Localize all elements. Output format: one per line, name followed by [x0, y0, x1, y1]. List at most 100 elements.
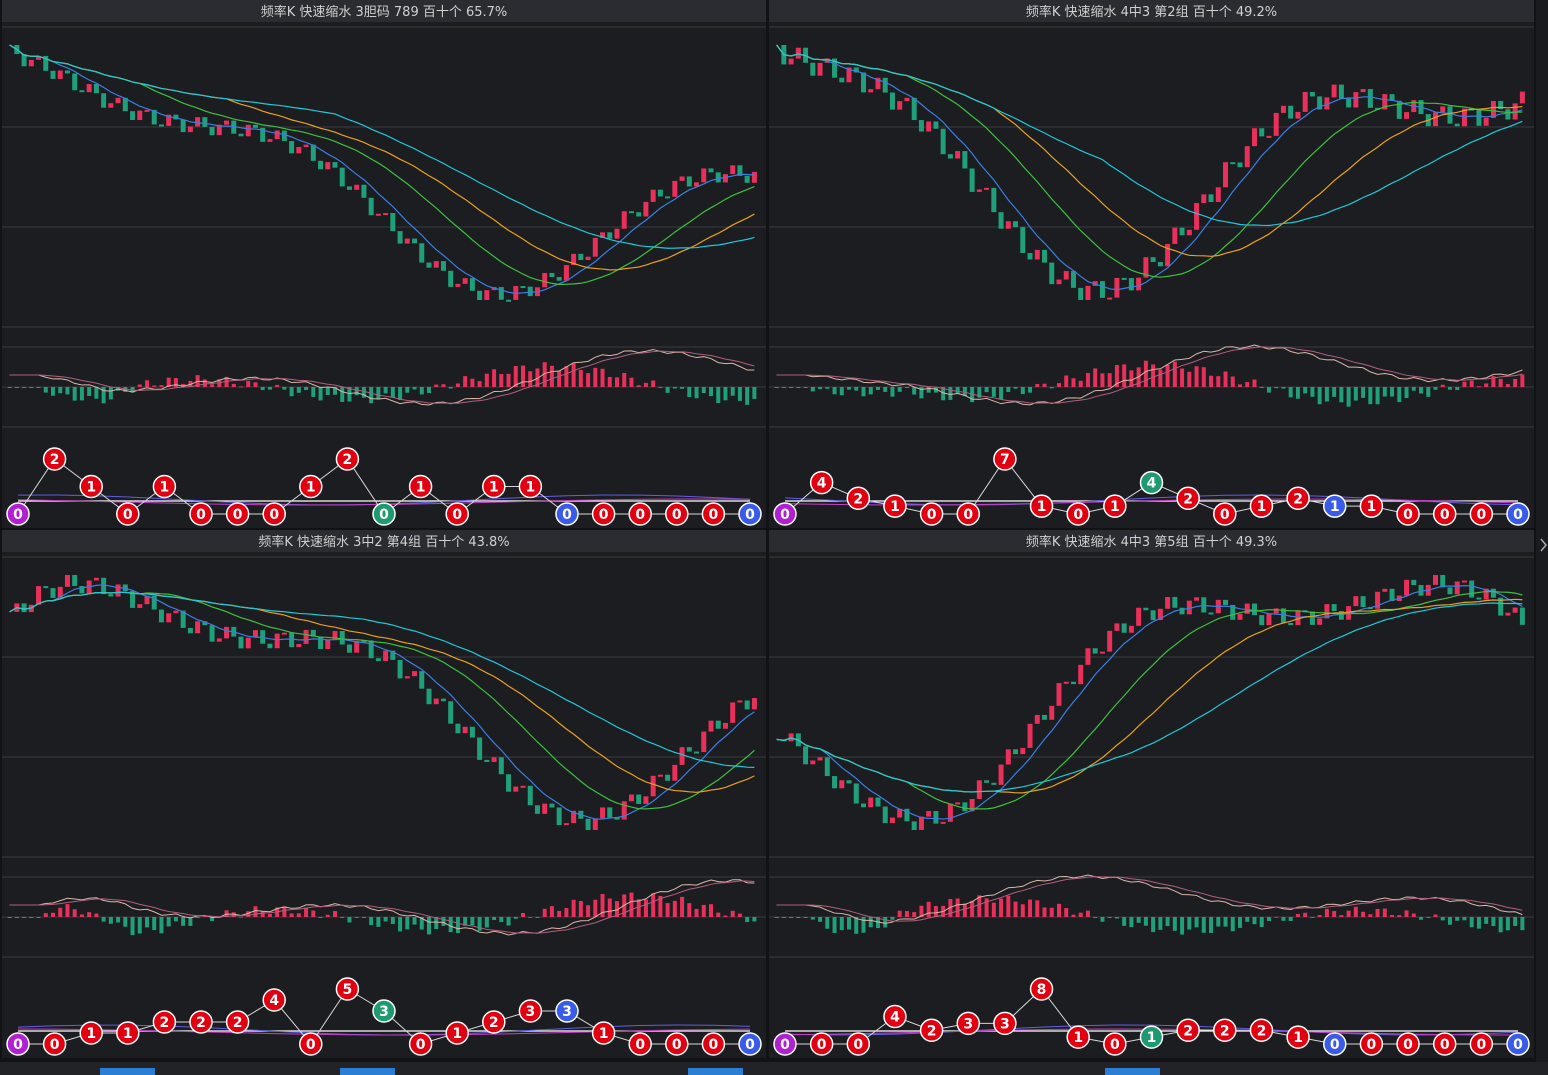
candle: [889, 817, 895, 824]
candle: [274, 633, 280, 649]
ball: [1359, 494, 1384, 518]
macd-bar: [796, 917, 801, 918]
macd-bar: [868, 387, 873, 395]
macd-bar: [1447, 917, 1452, 925]
candle: [412, 671, 418, 677]
title-bar: [2, 530, 766, 552]
macd-bar: [87, 387, 92, 396]
candle: [976, 189, 982, 192]
macd-bar: [818, 387, 823, 390]
macd-bar: [1209, 375, 1214, 387]
macd-bar: [1172, 361, 1177, 387]
candle: [1027, 723, 1033, 748]
macd-bar: [506, 373, 511, 387]
macd-bar: [1390, 914, 1395, 917]
macd-bar: [484, 917, 489, 928]
candle: [1114, 623, 1120, 631]
ball: [408, 1032, 433, 1056]
macd-bar: [1129, 917, 1134, 928]
ball: [116, 502, 140, 526]
macd-bar: [441, 917, 446, 927]
candle: [1309, 611, 1315, 625]
candle: [361, 184, 367, 198]
candle: [1223, 599, 1229, 605]
ball-label: 0: [745, 507, 755, 523]
macd-bar: [1353, 906, 1358, 917]
candle: [245, 637, 251, 649]
chart-panel: 频率K 快速缩水 4中3 第2组 百十个 49.2% 0 4 2 1 0 0 7 1 0 1 4 2 0 1…: [769, 0, 1534, 528]
candle: [911, 821, 917, 830]
candle: [1143, 257, 1149, 278]
macd-bar: [188, 917, 193, 926]
macd-bar: [1469, 380, 1474, 387]
macd-bar: [1404, 910, 1409, 917]
macd-bar: [847, 387, 852, 390]
ball: [1103, 1032, 1127, 1056]
macd-bar: [1295, 913, 1300, 917]
macd-bar: [737, 387, 742, 401]
candle: [1223, 162, 1229, 188]
ball-label: 0: [562, 507, 572, 523]
macd-bar: [499, 374, 504, 387]
ball: [262, 502, 286, 526]
candle: [332, 162, 338, 168]
ball-label: 1: [489, 480, 499, 496]
ball: [518, 474, 543, 499]
candle: [962, 151, 968, 169]
candle: [868, 797, 874, 808]
candle: [36, 586, 42, 605]
macd-bar: [289, 913, 294, 917]
ball-label: 4: [269, 993, 279, 1009]
macd-bar: [1353, 387, 1358, 401]
ball-label: 1: [599, 1026, 609, 1042]
chart-panel: 频率K 快速缩水 3胆码 789 百十个 65.7% 0 2 1 0 1 0 0 0 1 2 0 1 0 1…: [2, 0, 766, 528]
macd-bar: [1216, 917, 1221, 927]
tab[interactable]: [100, 1068, 155, 1075]
chart-panel: 频率K 快速缩水 4中3 第5组 百十个 49.3% 0 0 0 4 2 3 3 8 1 0 1 2 2 2…: [769, 530, 1534, 1058]
macd-bar: [166, 917, 171, 927]
macd-bar: [1484, 917, 1489, 924]
candle: [1114, 277, 1120, 298]
expand-arrow[interactable]: [1540, 538, 1547, 552]
macd-bar: [1013, 901, 1018, 917]
candle: [853, 67, 859, 73]
macd-bar: [752, 387, 757, 399]
tab[interactable]: [340, 1068, 395, 1075]
ball-label: 0: [50, 1037, 60, 1053]
ball-label: 0: [927, 507, 937, 523]
ball-label: 1: [1147, 1030, 1157, 1046]
candle: [911, 97, 917, 121]
macd-bar: [1064, 908, 1069, 917]
dif-line: [9, 879, 755, 936]
candle: [57, 70, 63, 79]
candle: [1280, 608, 1286, 623]
macd-bar: [1491, 376, 1496, 387]
candle: [404, 238, 410, 244]
candle: [955, 151, 961, 159]
macd-bar: [1122, 917, 1127, 926]
candle: [998, 212, 1004, 229]
tab[interactable]: [1105, 1068, 1160, 1075]
candle: [657, 774, 663, 777]
candle: [1172, 227, 1178, 244]
tab[interactable]: [688, 1068, 743, 1075]
candle: [1454, 581, 1460, 595]
ball-label: 1: [86, 480, 96, 496]
candle: [795, 47, 801, 59]
macd-bar: [1056, 903, 1061, 917]
ball: [993, 1011, 1017, 1036]
candle: [1157, 608, 1163, 621]
macd-bar: [173, 378, 178, 387]
candle: [1317, 618, 1323, 625]
macd-bar: [398, 387, 403, 401]
macd-bar: [1180, 917, 1185, 935]
ball-label: 0: [1513, 1037, 1523, 1053]
candle: [375, 213, 381, 216]
candle: [1309, 91, 1315, 97]
candle: [108, 103, 114, 108]
ma-line: [9, 591, 755, 769]
candle: [1186, 229, 1192, 236]
macd-bar: [1020, 904, 1025, 917]
macd-bar: [926, 387, 931, 393]
candle: [1251, 603, 1257, 616]
